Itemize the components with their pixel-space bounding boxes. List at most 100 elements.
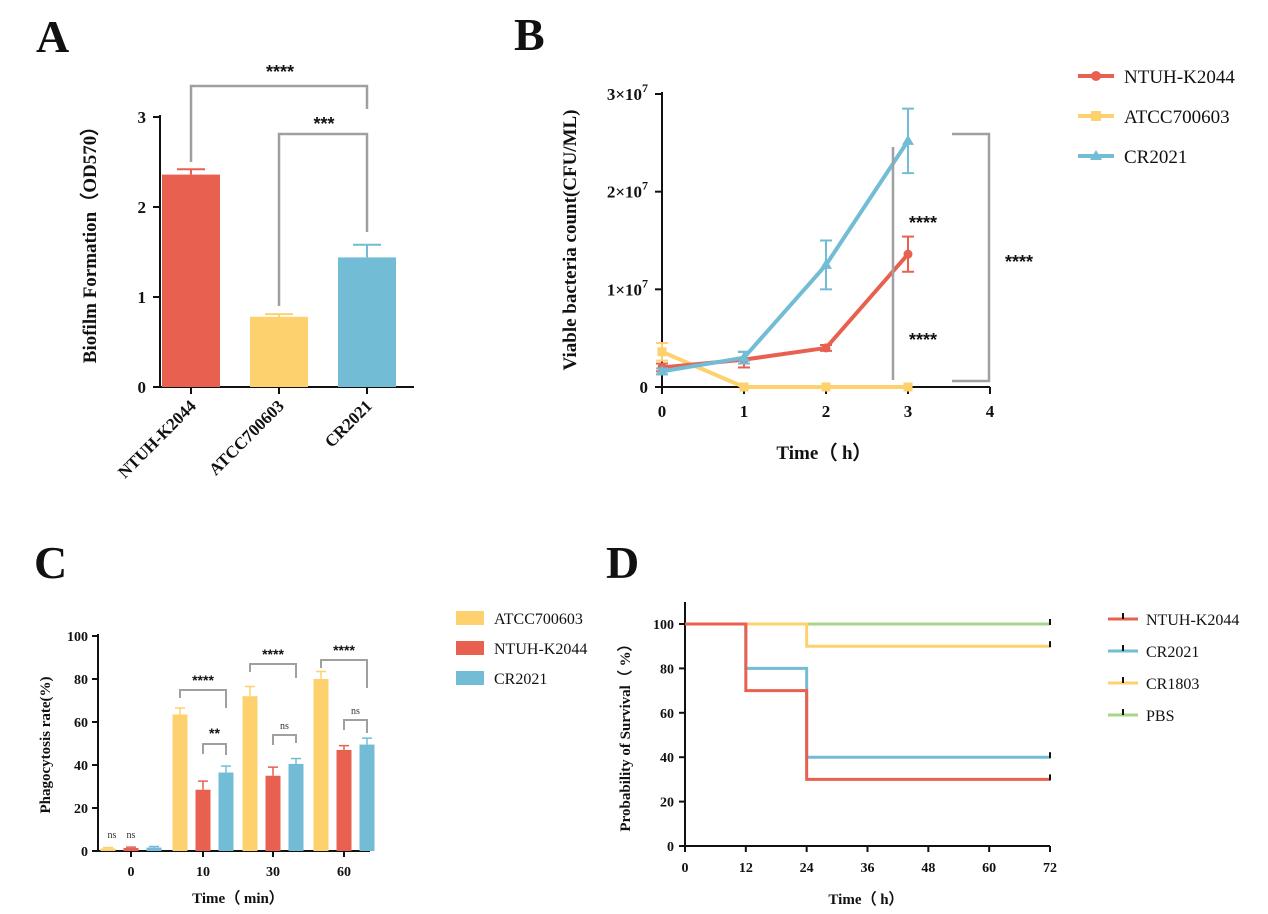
panel-d-ytick-label: 100 (653, 618, 674, 633)
panel-c-axes: 0 20 40 60 80 100 0 10 30 60 (67, 630, 370, 880)
panel-c-xtick-label: 60 (337, 865, 351, 880)
panel-d: D Probability of Survival（ %） Time（ h） 0… (606, 537, 1239, 908)
panel-c-legend-label: ATCC700603 (494, 611, 583, 628)
panel-b-lines (656, 107, 914, 392)
panel-c-ytick-label: 100 (67, 630, 88, 645)
panel-b-point (903, 382, 913, 392)
panel-c-bar (288, 763, 304, 851)
panel-c-legend-swatch (456, 641, 484, 655)
panel-b-significance: **** **** **** (891, 132, 1033, 383)
panel-c-legend-label: NTUH-K2044 (494, 641, 587, 658)
panel-b-sig-label: **** (909, 213, 937, 233)
panel-b-point (821, 343, 831, 353)
panel-b-ytick-exp: 7 (642, 179, 648, 193)
panel-b-ytick-label: 3×107 (607, 81, 648, 104)
panel-b-bracket (952, 132, 991, 383)
panel-a-xtick-label: CR2021 (321, 396, 376, 451)
panel-c-ytick-label: 40 (74, 759, 88, 774)
panel-b-ytick-base: 0 (640, 378, 649, 397)
panel-c-xtick-label: 0 (128, 865, 135, 880)
panel-c-sig-label: **** (192, 672, 214, 688)
panel-a: A Biofilm Formation（OD570） 0 1 2 3 NTUH-K204… (36, 11, 414, 482)
panel-c-xtick-label: 30 (266, 865, 280, 880)
panel-b-ytick-label: 1×107 (607, 276, 648, 299)
panel-c-sig-label: **** (262, 646, 284, 662)
panel-b-point (739, 382, 749, 392)
panel-b: B Viable bacteria count(CFU/ML) Time（ h）… (514, 9, 1235, 464)
panel-d-legend-label: PBS (1146, 708, 1174, 725)
panel-b-point (657, 347, 667, 357)
panel-d-ytick-label: 60 (660, 707, 674, 722)
panel-c-sig-label: ns (280, 721, 289, 732)
panel-c-bars (100, 670, 375, 851)
panel-b-series-line (661, 139, 910, 374)
panel-c-bar (313, 679, 329, 851)
panel-b-xtick-label: 3 (904, 402, 913, 421)
panel-d-xtick-label: 36 (861, 861, 875, 876)
panel-b-xtick-label: 1 (740, 402, 749, 421)
panel-b-xtick-label: 0 (658, 402, 667, 421)
panel-c-legend: ATCC700603 NTUH-K2044 CR2021 (456, 611, 587, 688)
panel-a-bar (338, 257, 396, 387)
panel-c-ytick-label: 20 (74, 802, 88, 817)
panel-c-bracket (320, 659, 368, 688)
panel-c-significance: ns ns**********ns****ns (108, 642, 368, 841)
panel-d-lines (685, 619, 1051, 781)
panel-b-legend-marker (1090, 150, 1102, 160)
panel-b-ytick-label: 2×107 (607, 179, 648, 202)
panel-c-legend-swatch (456, 611, 484, 625)
panel-a-bracket (277, 132, 369, 306)
panel-b-legend-marker (1091, 111, 1101, 121)
panel-d-legend-label: CR1803 (1146, 676, 1199, 693)
panel-b-xtick-label: 2 (822, 402, 831, 421)
panel-d-xtick-label: 48 (921, 861, 935, 876)
panel-c-bar (242, 696, 258, 851)
panel-b-legend-label: NTUH-K2044 (1124, 67, 1235, 88)
panel-c-bar (336, 749, 352, 851)
panel-b-point (656, 365, 668, 376)
panel-c-bar (123, 847, 139, 851)
panel-a-ytick-label: 3 (138, 108, 147, 127)
panel-d-ytick-label: 0 (667, 840, 674, 855)
panel-b-legend-label: ATCC700603 (1124, 107, 1230, 128)
panel-d-xtick-label: 12 (739, 861, 753, 876)
panel-c-sig-label: ns (127, 830, 136, 841)
panel-a-ylabel: Biofilm Formation（OD570） (78, 117, 101, 363)
panel-d-ytick-label: 80 (660, 662, 674, 677)
panel-b-legend-label: CR2021 (1124, 147, 1187, 168)
panel-b-point (821, 382, 831, 392)
panel-a-ytick-label: 2 (138, 198, 147, 217)
panel-a-bar (250, 316, 308, 387)
panel-a-ytick-label: 1 (138, 288, 147, 307)
panel-d-survival-line (685, 622, 1050, 648)
panel-b-ylabel: Viable bacteria count(CFU/ML) (560, 109, 581, 370)
panel-c-sig-label: ** (209, 725, 220, 741)
panel-b-sig-label: **** (909, 330, 937, 350)
panel-c-legend-swatch (456, 671, 484, 685)
panel-b-ytick-base: 1×10 (607, 280, 642, 299)
panel-d-survival-line (685, 622, 1050, 759)
panel-b-sig-label: **** (1005, 252, 1033, 272)
panel-b-letter: B (514, 9, 545, 60)
panel-c-bar (172, 714, 188, 851)
panel-b-legend-marker (1091, 71, 1101, 81)
panel-a-xtick-label: ATCC700603 (205, 396, 288, 479)
panel-c-bar (100, 848, 116, 851)
panel-d-xtick-label: 0 (682, 861, 689, 876)
panel-c-letter: C (34, 537, 67, 588)
panel-b-point (738, 351, 750, 362)
panel-d-xtick-label: 60 (982, 861, 996, 876)
panel-c-ylabel: Phagocytosis rate(%) (38, 676, 54, 813)
panel-b-legend: NTUH-K2044 ATCC700603 CR2021 (1078, 67, 1235, 168)
panel-b-ytick-label: 0 (640, 378, 649, 397)
panel-b-ytick-exp: 7 (642, 276, 648, 290)
panel-c-sig-label: **** (333, 642, 355, 658)
panel-d-legend: NTUH-K2044 CR2021 CR1803 PBS (1108, 612, 1239, 725)
panel-d-survival-line (685, 622, 1050, 781)
panel-b-series-line (661, 350, 908, 389)
panel-c-bar (195, 789, 211, 851)
panel-c-bar (146, 847, 162, 851)
panel-a-xtick-label: NTUH-K2044 (114, 396, 200, 482)
panel-c-ytick-label: 80 (74, 673, 88, 688)
panel-a-letter: A (36, 11, 69, 62)
